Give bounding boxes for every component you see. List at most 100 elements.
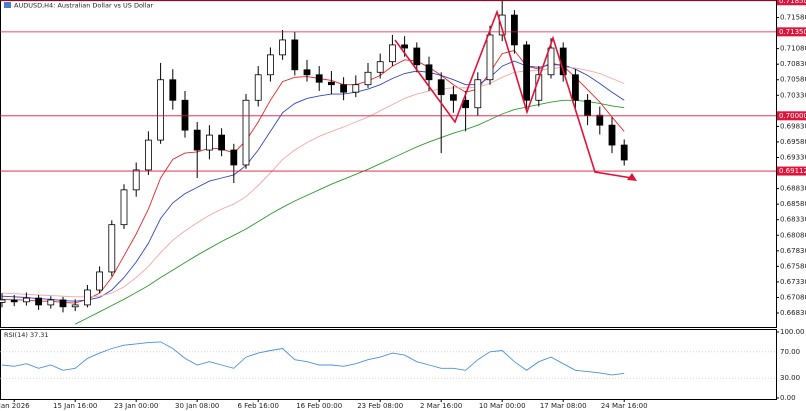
candle-body [254,74,262,101]
y-tick-label: 100.00 [780,328,805,336]
candle-body [169,79,177,101]
level-label: 0.71850 [779,0,806,5]
candle-body [266,54,274,76]
chart-title: AUDUSD,H4: Australian Dollar vs US Dolla… [14,2,154,10]
x-tick-label: 23 Feb 08:00 [357,402,403,410]
candle-body [59,299,67,308]
candle-body [474,79,482,109]
x-tick-label: 10 Mar 00:00 [479,402,526,410]
x-tick-label: Jan 2026 [0,402,30,410]
candle-body [486,34,494,81]
candle-body [315,74,323,83]
x-tick-label: 6 Feb 16:00 [237,402,278,410]
y-tick-label: 70.00 [780,348,800,356]
candle-body [120,189,128,226]
candle-body [572,74,579,101]
candle-body [144,139,152,171]
candle-body [584,99,591,116]
candle-body [303,69,311,76]
x-tick-label: 24 Mar 16:00 [601,402,648,410]
candle-body [340,84,348,93]
candle-body [10,299,18,303]
symbol-icon [4,2,11,8]
level-label: 0.70000 [779,112,806,120]
candle-body [596,114,604,126]
rsi-title: RSI(14) 37.31 [4,331,49,339]
moving-average [74,99,625,325]
pattern-annotation [394,9,637,181]
candle-body [437,79,445,96]
level-label-bg [777,111,806,121]
candle-body [523,44,530,101]
arrow-head [627,173,637,181]
candle-body [0,299,6,303]
moving-average [1,60,625,302]
price-plot [0,0,628,325]
candle-body [547,47,555,76]
candle-body [510,14,518,46]
candle-body [364,71,372,86]
level-label-bg [777,27,806,37]
candle-body [291,39,299,71]
level-label: 0.71350 [779,28,806,36]
candle-body [96,271,103,291]
candle-body [376,61,384,73]
candle-body [327,81,335,86]
candle-body [608,124,616,146]
candle-body [401,44,409,49]
candle-body [352,84,360,93]
candle-body [132,169,140,191]
rsi-line [1,341,625,376]
candle-body [157,79,165,141]
x-tick-label: 23 Jan 00:00 [114,402,158,410]
candle-body [218,134,226,151]
candle-body [35,297,42,306]
candle-body [108,224,116,273]
candle-body [84,289,91,306]
zigzag-line [394,9,633,179]
candle-body [22,297,30,303]
x-tick-label: 15 Jan 16:00 [53,402,97,410]
candle-body [230,149,238,166]
candle-body [242,99,250,166]
rsi-frame [0,329,777,400]
candle-body [425,64,433,81]
candle-body [413,47,421,66]
candle-body [620,144,628,161]
x-tick-label: 2 Mar 16:00 [420,402,462,410]
y-tick-label: 0.00 [780,394,796,402]
moving-average [1,49,625,304]
level-label-bg [777,166,806,176]
candle-body [279,39,287,56]
level-label-bg [777,0,806,6]
candle-body [498,14,506,36]
moving-average [1,66,625,298]
candle-body [205,134,213,151]
level-label: 0.69112 [779,167,806,175]
candle-body [388,44,396,63]
x-tick-label: 30 Jan 08:00 [175,402,219,410]
candle-body [47,299,55,306]
candle-body [193,129,201,151]
candle-body [181,99,189,131]
